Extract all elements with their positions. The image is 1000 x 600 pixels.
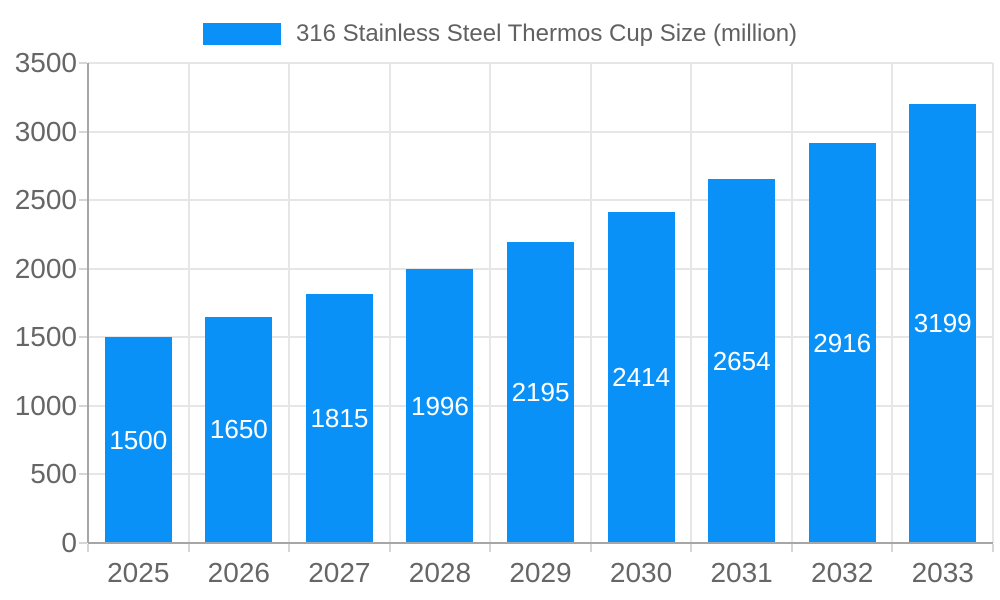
y-axis-line [87,63,89,543]
x-axis-tick [489,544,492,552]
y-axis-tick [79,199,87,202]
x-axis-tick [690,544,693,552]
y-tick-label: 1000 [14,389,77,421]
gridline-vertical [690,63,693,543]
gridline-vertical [589,63,592,543]
bar-value-label: 2654 [712,345,771,376]
x-axis-tick [388,544,391,552]
bar[interactable]: 1996 [406,269,474,543]
x-tick-label: 2027 [308,557,371,588]
gridline-vertical [388,63,391,543]
bar[interactable]: 2195 [507,241,574,543]
x-axis-tick [87,544,89,552]
plot-area: 1500 1650 1815 1996 2195 2414 2654 2916 3199 [88,62,994,543]
x-tick-label: 2032 [811,557,874,588]
y-axis-tick [79,473,87,476]
bar-value-label: 2195 [511,376,570,407]
gridline-vertical [992,63,994,543]
x-tick-label: 2028 [408,557,472,588]
bar-value-label: 1500 [109,424,168,455]
gridline-horizontal [88,130,993,133]
x-axis-tick [992,544,994,552]
bar[interactable]: 1650 [205,316,273,543]
y-axis-tick [79,404,87,407]
x-axis-tick [288,544,291,552]
x-axis-tick [891,544,894,552]
legend-label: 316 Stainless Steel Thermos Cup Size (mi… [295,20,798,47]
y-tick-label: 2500 [14,184,77,216]
x-axis-tick [187,544,190,552]
legend: 316 Stainless Steel Thermos Cup Size (mi… [0,20,1000,47]
gridline-vertical [489,63,492,543]
gridline-vertical [891,63,894,543]
bar[interactable]: 2916 [808,143,876,543]
legend-swatch-icon [202,23,281,45]
bar-value-label: 3199 [913,308,972,339]
x-axis-line [88,542,993,544]
y-axis-tick [79,130,87,133]
gridline-horizontal [88,62,993,64]
gridline-vertical [187,63,190,543]
x-tick-label: 2030 [609,557,673,588]
bar[interactable]: 2414 [607,211,675,543]
gridline-horizontal [88,199,993,202]
bar-value-label: 2414 [612,361,670,392]
y-axis-tick [79,267,87,270]
bar[interactable]: 1815 [305,294,373,543]
y-tick-label: 1500 [14,321,77,353]
x-axis-tick [589,544,592,552]
legend-item[interactable]: 316 Stainless Steel Thermos Cup Size (mi… [202,20,798,47]
y-tick-label: 3500 [14,47,77,78]
y-tick-label: 2000 [14,252,77,284]
y-tick-label: 3000 [14,115,77,147]
x-tick-label: 2033 [911,557,974,588]
x-tick-label: 2026 [207,557,270,588]
y-tick-label: 500 [30,458,77,490]
x-axis-tick [790,544,793,552]
gridline-vertical [790,63,793,543]
bar-value-label: 1996 [411,390,469,421]
gridline-vertical [288,63,291,543]
bar[interactable]: 2654 [708,179,776,543]
y-axis-tick [79,336,87,339]
y-tick-label: 0 [61,527,77,558]
bar-value-label: 1815 [310,403,369,434]
bar[interactable]: 1500 [104,337,172,543]
x-tick-label: 2031 [710,557,773,588]
y-axis-tick [79,62,87,64]
bar-value-label: 1650 [209,414,268,445]
x-tick-label: 2025 [107,557,170,588]
bar-value-label: 2916 [813,327,872,358]
x-tick-label: 2029 [509,557,572,588]
y-axis-tick [79,542,87,544]
bar[interactable]: 3199 [909,104,977,543]
